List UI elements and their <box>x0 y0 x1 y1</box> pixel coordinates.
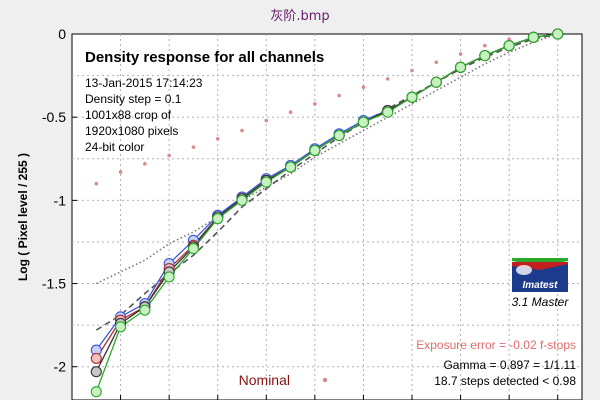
series-point-green <box>236 194 248 206</box>
y-tick-label: -1 <box>54 192 67 208</box>
nominal-point <box>94 181 99 186</box>
series-point-green <box>527 31 539 43</box>
imatest-logo: Imatest 3.1 Master <box>512 256 570 309</box>
nominal-legend-label: Nominal <box>239 372 290 388</box>
series-point-green <box>479 50 491 62</box>
series-point-green <box>212 213 224 225</box>
series-point-green <box>552 28 564 40</box>
series-point-green <box>333 129 345 142</box>
y-tick-label: 0 <box>58 26 66 42</box>
series-point-green <box>455 61 467 73</box>
info-line: 1001x88 crop of <box>85 108 172 122</box>
info-line: 24-bit color <box>85 140 144 154</box>
series-point-green <box>139 304 151 316</box>
nominal-point <box>337 93 341 98</box>
nominal-point <box>313 102 317 106</box>
gamma-text: Gamma = 0.897 = 1/1.11 <box>443 358 576 372</box>
channel-series <box>90 28 564 398</box>
series-point-red <box>90 352 102 364</box>
series-point-green <box>382 106 394 118</box>
series-point-green <box>163 271 175 283</box>
series-point-green <box>406 91 418 103</box>
nominal-point <box>167 153 171 158</box>
y-axis-ticks: 0 -0.5 -1 -1.5 -2 <box>42 26 559 400</box>
series-point-green <box>357 116 369 128</box>
logo-brand: Imatest <box>522 280 558 291</box>
plot-area <box>71 33 583 400</box>
info-line: 13-Jan-2015 17:14:23 <box>85 76 203 90</box>
y-tick-label: -0.5 <box>42 109 66 125</box>
logo-version: 3.1 Master <box>512 295 570 309</box>
window-title: 灰阶.bmp <box>270 9 329 24</box>
nominal-point <box>458 52 463 56</box>
series-point-green <box>430 76 442 88</box>
series-point-green <box>285 161 297 173</box>
info-block: 13-Jan-2015 17:14:23 Density step = 0.1 10… <box>85 76 203 154</box>
nominal-point <box>410 68 414 73</box>
series-point-green <box>90 386 102 398</box>
series-point-green <box>187 243 199 255</box>
nominal-point <box>288 110 293 114</box>
nominal-point <box>264 118 269 123</box>
nominal-point <box>434 60 439 65</box>
nominal-point <box>143 161 147 166</box>
nominal-legend-marker <box>322 377 328 383</box>
nominal-point <box>361 85 366 90</box>
info-line: Density step = 0.1 <box>85 92 182 106</box>
nominal-point <box>215 137 220 141</box>
grid-lines <box>72 34 582 400</box>
series-point-green <box>260 176 272 188</box>
logo-mark <box>516 265 532 275</box>
nominal-point <box>385 77 390 81</box>
nominal-point <box>191 145 196 149</box>
exposure-error: Exposure error = -0.02 f-stops <box>416 338 576 352</box>
y-axis-label: Log ( Pixel level / 255 ) <box>16 153 30 281</box>
series-point-gray <box>90 366 102 378</box>
nominal-point <box>507 37 511 41</box>
nominal-point <box>240 128 244 133</box>
series-point-green <box>309 144 321 157</box>
nominal-point <box>118 170 123 174</box>
series-point-green <box>503 40 515 52</box>
steps-text: 18.7 steps detected < 0.98 <box>434 374 576 388</box>
chart-title: Density response for all channels <box>85 49 324 66</box>
y-tick-label: -2 <box>54 359 67 375</box>
info-line: 1920x1080 pixels <box>85 124 178 138</box>
y-tick-label: -1.5 <box>42 276 66 292</box>
series-point-green <box>115 321 127 333</box>
nominal-point <box>483 43 487 48</box>
